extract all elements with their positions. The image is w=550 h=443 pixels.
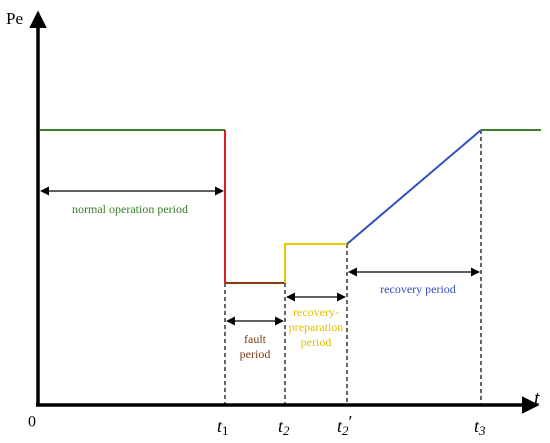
- time-subscript: 2: [342, 423, 349, 438]
- origin-label: 0: [28, 414, 36, 431]
- time-subscript: 2: [283, 423, 290, 438]
- time-mark: t2′: [337, 412, 353, 438]
- time-symbol: t: [217, 416, 223, 436]
- time-mark: t1: [217, 416, 229, 438]
- period-label: period: [301, 335, 332, 349]
- period-label: preparation: [289, 320, 344, 334]
- recovery-segment: [346, 129, 482, 245]
- period-label: recovery-: [293, 305, 339, 319]
- prep-segment: [284, 243, 347, 283]
- time-mark: t3: [474, 416, 486, 438]
- period-label: period: [240, 347, 271, 361]
- x-axis-label: t: [534, 388, 540, 410]
- time-symbol: t: [278, 416, 284, 436]
- time-symbol: t: [474, 416, 480, 436]
- time-subscript: 1: [222, 423, 229, 438]
- time-mark: t2: [278, 416, 290, 438]
- time-subscript: 3: [478, 423, 486, 438]
- period-label: recovery period: [380, 282, 456, 296]
- time-symbol: t: [337, 416, 343, 436]
- period-label: fault: [244, 332, 267, 346]
- period-label: normal operation period: [72, 202, 188, 216]
- y-axis-label: Pe: [6, 9, 23, 28]
- time-prime: ′: [349, 412, 353, 432]
